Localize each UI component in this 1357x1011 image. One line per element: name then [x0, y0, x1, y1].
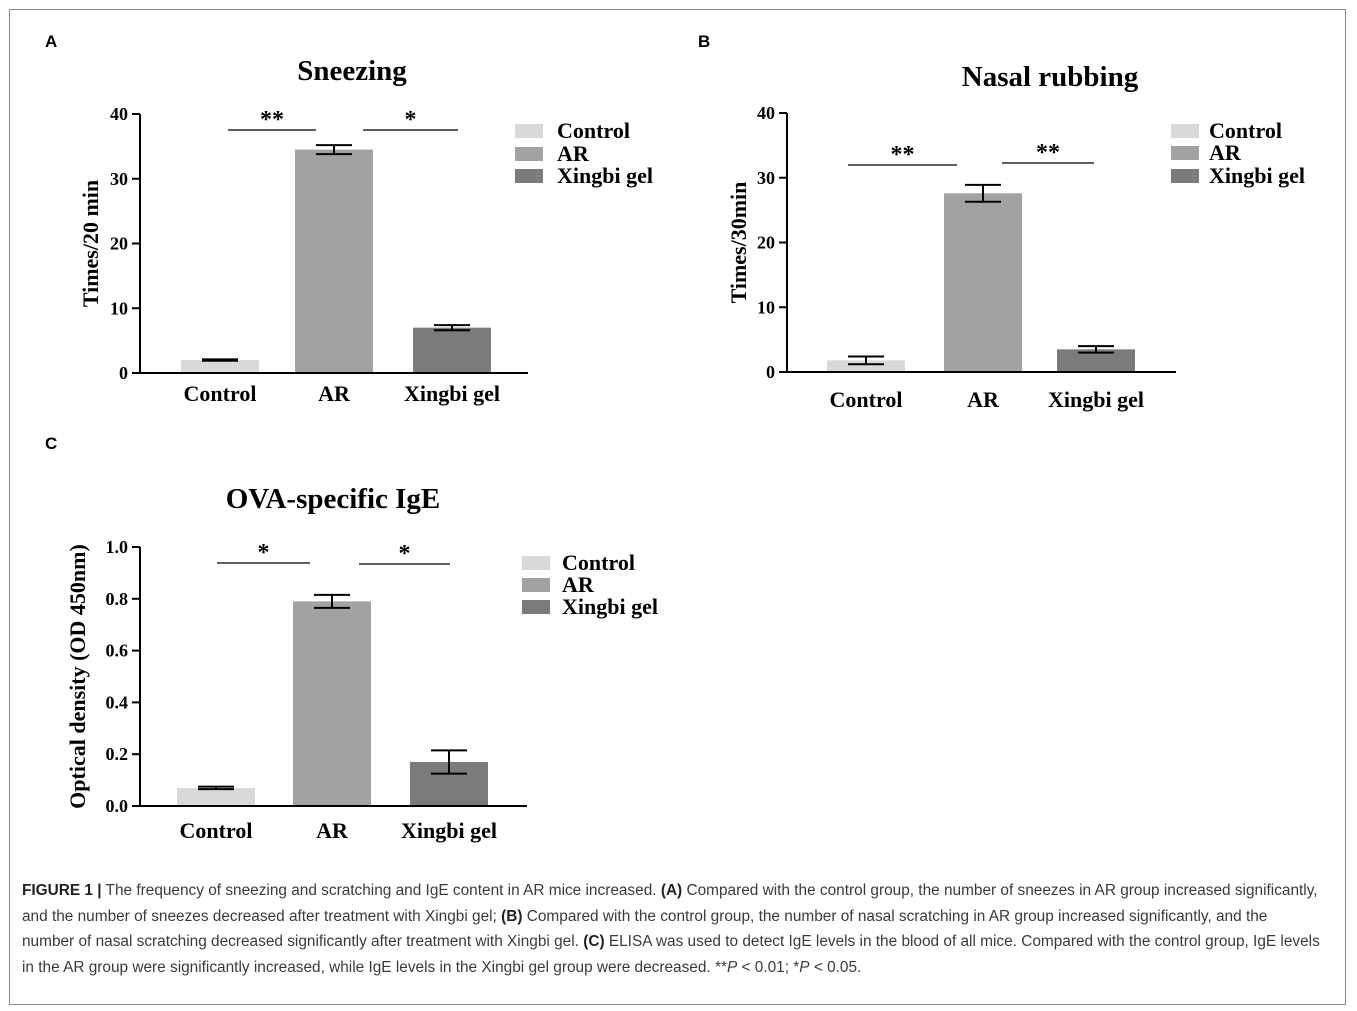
- y-tick-label: 0.0: [106, 796, 129, 816]
- y-tick-label: 30: [110, 169, 128, 189]
- y-tick-label: 0.8: [106, 589, 129, 609]
- error-bar: [431, 749, 467, 775]
- category-label: Xingbi gel: [1048, 387, 1144, 412]
- y-tick-label: 40: [757, 103, 775, 123]
- figure-frame: [9, 9, 1346, 1005]
- legend-swatch: [515, 169, 543, 183]
- significance-label: *: [399, 541, 411, 567]
- panel-letter: C: [45, 434, 57, 453]
- y-tick-label: 10: [757, 297, 775, 317]
- y-tick-label: 0: [119, 363, 128, 383]
- caption-p-note-3: < 0.05.: [809, 958, 862, 976]
- bar-xingbi-gel: [1057, 349, 1135, 372]
- caption-c-label: (C): [583, 933, 605, 950]
- legend-label: Xingbi gel: [562, 594, 658, 619]
- significance-label: *: [258, 540, 270, 566]
- caption-lead: FIGURE 1 |: [22, 882, 102, 899]
- error-bar: [434, 324, 470, 332]
- bar-control: [827, 360, 905, 372]
- legend-label: Control: [562, 550, 635, 575]
- y-tick-label: 0.2: [106, 744, 129, 764]
- y-tick-label: 0.6: [106, 641, 129, 661]
- caption-p-symbol-1: P: [726, 958, 738, 976]
- error-bar: [848, 355, 884, 366]
- legend-label: AR: [562, 572, 595, 597]
- category-label: AR: [318, 381, 351, 406]
- error-bar: [965, 183, 1001, 203]
- bar-control: [181, 360, 259, 373]
- y-tick-label: 30: [757, 168, 775, 188]
- category-label: Xingbi gel: [401, 818, 497, 843]
- caption-c-text: ELISA was used to detect IgE levels in t…: [22, 933, 1320, 976]
- category-label: AR: [316, 818, 349, 843]
- figure-caption: FIGURE 1 | The frequency of sneezing and…: [22, 878, 1322, 980]
- chart-title: Sneezing: [297, 55, 407, 87]
- bar-ar: [293, 601, 371, 806]
- legend-swatch: [522, 578, 550, 592]
- significance-label: *: [405, 107, 417, 133]
- panel-letter: A: [45, 32, 57, 51]
- caption-a-label: (A): [660, 882, 683, 899]
- y-axis-label: Times/20 min: [78, 180, 103, 307]
- error-bar: [202, 358, 238, 362]
- category-label: Control: [180, 818, 253, 843]
- legend-label: Xingbi gel: [1209, 163, 1305, 188]
- legend-swatch: [515, 124, 543, 138]
- bar-xingbi-gel: [413, 327, 491, 373]
- legend-swatch: [1171, 169, 1199, 183]
- y-tick-label: 1.0: [106, 537, 129, 557]
- legend-label: Xingbi gel: [557, 163, 653, 188]
- caption-b-text: Compared with the control group, the num…: [22, 907, 1268, 951]
- legend-label: Control: [557, 118, 630, 143]
- caption-b-label: (B): [501, 907, 523, 925]
- legend-swatch: [1171, 124, 1199, 138]
- caption-a-text: Compared with the control group, the num…: [22, 882, 1318, 925]
- significance-label: **: [260, 107, 284, 133]
- y-tick-label: 10: [110, 298, 128, 318]
- category-label: Control: [830, 387, 903, 412]
- y-tick-label: 20: [757, 233, 775, 253]
- chart-title: OVA-specific IgE: [226, 483, 441, 515]
- y-tick-label: 0.4: [106, 692, 129, 712]
- caption-p-note-1: **: [714, 958, 727, 976]
- y-tick-label: 20: [110, 234, 128, 254]
- legend-swatch: [515, 147, 543, 161]
- legend-swatch: [1171, 146, 1199, 160]
- caption-p-symbol-2: P: [799, 958, 810, 976]
- bar-ar: [944, 193, 1022, 372]
- bar-control: [177, 787, 255, 806]
- panel-letter: B: [698, 32, 710, 51]
- y-tick-label: 40: [110, 104, 128, 124]
- error-bar: [198, 785, 234, 791]
- y-axis-label: Times/30min: [726, 182, 751, 304]
- significance-label: **: [1036, 140, 1060, 166]
- category-label: Control: [184, 381, 257, 406]
- error-bar: [316, 144, 352, 156]
- error-bar: [314, 593, 350, 609]
- significance-label: **: [891, 142, 915, 168]
- category-label: AR: [967, 387, 1000, 412]
- legend-label: Control: [1209, 118, 1282, 143]
- chart-panel-c: C OVA-specific IgE Optical density (OD 450…: [45, 434, 658, 843]
- legend-swatch: [522, 600, 550, 614]
- caption-intro: The frequency of sneezing and scratching…: [101, 882, 661, 899]
- chart-title: Nasal rubbing: [962, 61, 1139, 93]
- y-tick-label: 0: [766, 362, 775, 382]
- caption-p-note-2: < 0.01; *: [737, 958, 800, 976]
- legend-swatch: [522, 556, 550, 570]
- error-bar: [1078, 345, 1114, 354]
- legend-label: AR: [1209, 140, 1242, 165]
- bar-ar: [295, 149, 373, 373]
- legend-label: AR: [557, 141, 590, 166]
- category-label: Xingbi gel: [404, 381, 500, 406]
- y-axis-label: Optical density (OD 450nm): [65, 544, 90, 809]
